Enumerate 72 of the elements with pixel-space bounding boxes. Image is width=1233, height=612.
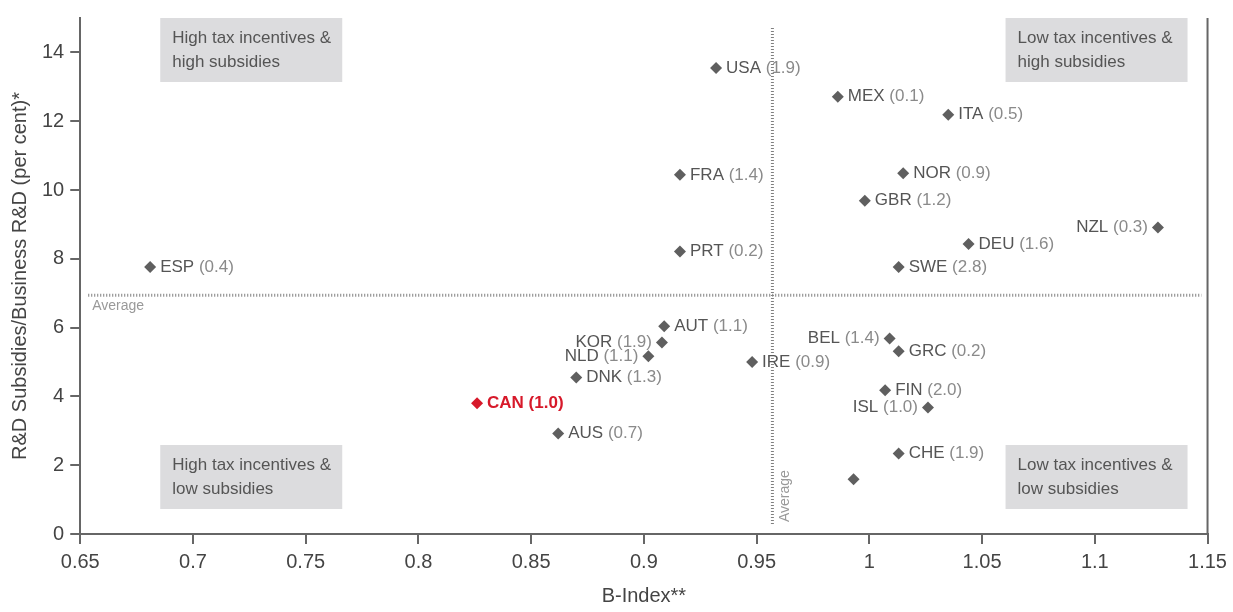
point (658, 320, 671, 333)
x-tick-label: 0.65 (60, 549, 100, 572)
point (144, 261, 157, 274)
x-tick-label: 0.7 (179, 549, 207, 572)
annotation: AUT (1.1) (674, 315, 748, 335)
point (655, 336, 668, 349)
annotation: FRA (1.4) (689, 164, 764, 184)
point (570, 371, 583, 384)
point (847, 473, 860, 486)
annotation: ESP (0.4) (160, 256, 234, 276)
ref-line-label: Average (92, 297, 145, 314)
x-tick-label: 1.05 (962, 549, 1002, 572)
point (1151, 221, 1164, 234)
annotation: ITA (0.5) (958, 104, 1024, 124)
point (883, 332, 896, 345)
annotation: NOR (0.9) (913, 162, 991, 182)
ref-line-label: Average (776, 469, 793, 522)
point (892, 261, 905, 274)
y-tick-label: 6 (53, 315, 65, 338)
x-tick-label: 0.75 (286, 549, 326, 572)
annotation: DNK (1.3) (586, 367, 662, 387)
point (942, 108, 955, 121)
x-tick-label: 1.15 (1188, 549, 1228, 572)
x-tick-label: 0.85 (511, 549, 551, 572)
point (552, 427, 565, 440)
point (673, 168, 686, 181)
point (962, 238, 975, 251)
annotation: Low tax incentives & high subsidies (1017, 27, 1174, 71)
point (746, 356, 759, 368)
annotation: CHE (1.9) (908, 443, 985, 463)
annotation: AUS (0.7) (568, 423, 643, 443)
annotation: CAN (1.0) (487, 392, 564, 412)
x-axis-title: B-Index** (601, 583, 687, 606)
annotation: High tax incentives & high subsidies (172, 27, 332, 71)
point (879, 384, 892, 397)
point (471, 397, 484, 410)
annotation: NZL (0.3) (1076, 217, 1148, 237)
annotation: ISL (1.0) (852, 397, 918, 417)
y-tick-label: 12 (42, 108, 65, 131)
point (642, 350, 655, 363)
annotation: GBR (1.2) (874, 190, 952, 210)
annotation: IRE (0.9) (762, 351, 831, 371)
annotation: GRC (0.2) (908, 341, 987, 361)
y-tick-label: 2 (53, 452, 65, 475)
x-tick-label: 0.9 (629, 549, 658, 572)
point (673, 245, 686, 258)
point (921, 401, 934, 414)
point (892, 447, 905, 460)
y-tick-label: 0 (53, 521, 65, 544)
point (710, 61, 723, 74)
annotation: High tax incentives & low subsidies (172, 454, 332, 498)
point (831, 90, 844, 103)
x-tick-label: 1 (863, 549, 875, 572)
point (897, 167, 910, 180)
y-tick-label: 8 (53, 246, 65, 269)
annotation: PRT (0.2) (689, 241, 764, 261)
annotation: MEX (0.1) (847, 86, 925, 106)
y-axis-title: R&D Subsidies/Business R&D (per cent)* (7, 91, 30, 460)
annotation: SWE (2.8) (908, 256, 988, 276)
annotation: BEL (1.4) (807, 328, 880, 348)
annotation: Low tax incentives & low subsidies (1017, 454, 1174, 498)
y-tick-label: 10 (42, 177, 65, 200)
x-tick-label: 0.95 (737, 549, 777, 572)
annotation: FIN (2.0) (895, 379, 963, 399)
x-tick-label: 0.8 (404, 549, 433, 572)
point (858, 194, 871, 207)
annotation: USA (1.9) (726, 57, 801, 77)
y-tick-label: 14 (42, 39, 65, 62)
annotation: DEU (1.6) (978, 233, 1055, 253)
x-tick-label: 1.1 (1080, 549, 1109, 572)
y-tick-label: 4 (53, 383, 65, 406)
point (892, 345, 905, 358)
